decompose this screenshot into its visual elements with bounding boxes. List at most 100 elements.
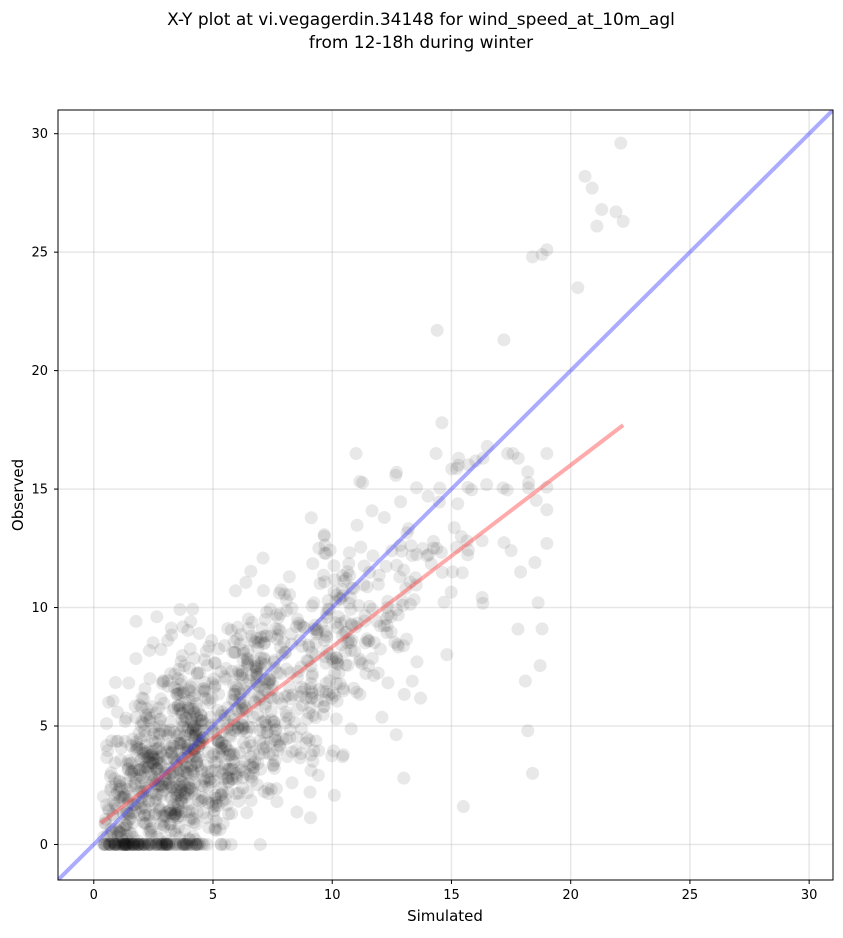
data-point	[149, 837, 163, 851]
data-point	[264, 783, 278, 797]
data-point	[137, 837, 151, 851]
data-point	[154, 745, 168, 759]
data-point	[243, 735, 257, 749]
data-point	[135, 742, 149, 756]
data-point	[231, 721, 245, 735]
data-point	[98, 837, 112, 851]
data-point	[521, 724, 535, 738]
data-point	[224, 623, 238, 637]
data-point	[222, 748, 236, 762]
data-point	[338, 614, 352, 628]
data-point	[119, 837, 133, 851]
data-point	[135, 786, 149, 800]
data-point	[127, 764, 141, 778]
data-point	[283, 730, 297, 744]
data-point	[408, 571, 422, 585]
data-point	[270, 666, 284, 680]
data-point	[105, 825, 119, 839]
data-point	[253, 734, 267, 748]
data-point	[327, 559, 341, 573]
data-point	[173, 751, 187, 765]
data-point	[294, 747, 308, 761]
data-point	[319, 628, 333, 642]
data-point	[118, 734, 132, 748]
data-point	[151, 733, 165, 747]
data-point	[183, 837, 197, 851]
data-point	[273, 624, 287, 638]
data-point	[353, 652, 367, 666]
data-point	[143, 823, 157, 837]
data-point	[128, 779, 142, 793]
data-point	[191, 837, 205, 851]
data-point	[114, 753, 128, 767]
data-point	[258, 636, 272, 650]
data-point	[325, 691, 339, 705]
data-point	[120, 818, 134, 832]
data-point	[225, 763, 239, 777]
data-point	[521, 465, 535, 479]
data-point	[108, 837, 122, 851]
data-point	[497, 333, 511, 347]
data-point	[208, 656, 222, 670]
data-point	[124, 738, 138, 752]
data-point	[186, 722, 200, 736]
data-point	[187, 749, 201, 763]
data-point	[319, 656, 333, 670]
data-point	[268, 653, 282, 667]
data-point	[157, 761, 171, 775]
data-point	[173, 698, 187, 712]
data-point	[196, 730, 210, 744]
data-point	[190, 837, 204, 851]
data-point	[293, 690, 307, 704]
data-point	[197, 724, 211, 738]
data-point	[161, 633, 175, 647]
data-point	[245, 633, 259, 647]
data-point	[108, 756, 122, 770]
data-point	[235, 703, 249, 717]
data-point	[393, 570, 407, 584]
data-point	[282, 711, 296, 725]
data-point	[380, 626, 394, 640]
y-tick-label: 25	[31, 246, 48, 261]
data-point	[422, 548, 436, 562]
data-point	[227, 755, 241, 769]
y-tick-label: 30	[31, 127, 48, 142]
data-point	[171, 803, 185, 817]
data-point	[162, 776, 176, 790]
data-point	[234, 763, 248, 777]
data-point	[186, 767, 200, 781]
data-point	[250, 631, 264, 645]
data-point	[535, 622, 549, 636]
data-point	[227, 718, 241, 732]
data-point	[251, 707, 265, 721]
data-point	[198, 717, 212, 731]
data-point	[335, 628, 349, 642]
data-point	[134, 775, 148, 789]
data-point	[147, 774, 161, 788]
data-point	[283, 666, 297, 680]
data-point	[187, 741, 201, 755]
data-point	[209, 796, 223, 810]
data-point	[229, 769, 243, 783]
data-point	[169, 783, 183, 797]
data-point	[204, 710, 218, 724]
data-point	[169, 803, 183, 817]
data-point	[224, 837, 238, 851]
data-point	[357, 559, 371, 573]
data-point	[393, 538, 407, 552]
data-point	[237, 684, 251, 698]
data-point	[204, 775, 218, 789]
data-point	[241, 644, 255, 658]
data-point	[157, 784, 171, 798]
data-point	[257, 726, 271, 740]
data-point	[277, 635, 291, 649]
data-point	[130, 735, 144, 749]
data-point	[129, 797, 143, 811]
data-point	[336, 750, 350, 764]
data-point	[210, 733, 224, 747]
data-point	[237, 736, 251, 750]
data-point	[104, 837, 118, 851]
data-point	[170, 687, 184, 701]
data-point	[410, 481, 424, 495]
data-point	[168, 837, 182, 851]
